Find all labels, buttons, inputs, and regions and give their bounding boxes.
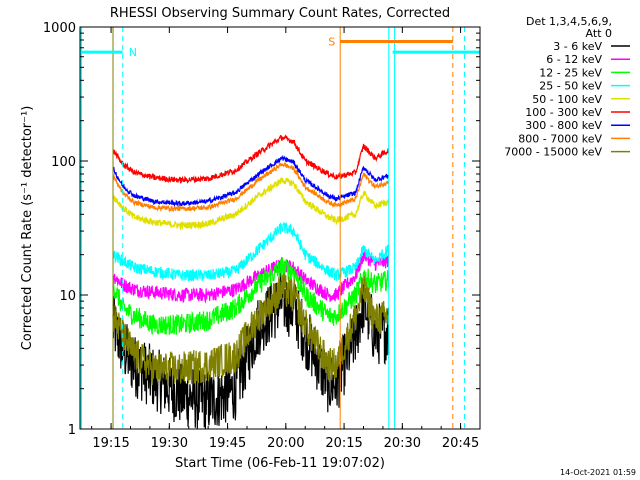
series-100-300-kev [112, 134, 390, 184]
series-line [112, 256, 390, 335]
series-line [112, 134, 390, 184]
y-tick-label: 1 [68, 423, 76, 438]
series-line [112, 273, 390, 386]
legend-entry-label: 100 - 300 keV [525, 106, 602, 119]
legend-header-line2: Att 0 [586, 27, 612, 40]
series-12-25-kev [112, 256, 390, 335]
x-tick-label: 20:15 [325, 436, 362, 451]
saa-label: S [328, 35, 335, 48]
legend-entry-label: 50 - 100 keV [532, 93, 602, 106]
y-tick-label: 100 [51, 155, 76, 170]
x-tick-label: 19:45 [209, 436, 246, 451]
x-tick-label: 20:30 [384, 436, 421, 451]
legend-entry-label: 7000 - 15000 keV [504, 146, 602, 159]
footer-timestamp: 14-Oct-2021 01:59 [560, 468, 636, 477]
series-line [112, 161, 390, 213]
x-tick-label: 19:30 [151, 436, 188, 451]
x-axis-label: Start Time (06-Feb-11 19:07:02) [175, 456, 385, 471]
y-tick-label: 10 [59, 289, 76, 304]
y-axis-label: Corrected Count Rate (s⁻¹ detector⁻¹) [20, 106, 35, 351]
legend-header-line1: Det 1,3,4,5,6,9, [526, 15, 612, 28]
series-6-12-kev [112, 249, 390, 304]
x-tick-label: 20:00 [267, 436, 304, 451]
legend-entry-label: 3 - 6 keV [553, 40, 602, 53]
series-300-800-kev [112, 154, 390, 208]
legend-entry-label: 300 - 800 keV [525, 119, 602, 132]
series-7000-15000-kev [112, 273, 390, 386]
x-axis: 19:15 19:30 19:45 20:00 20:15 20:30 20:45 [91, 27, 481, 451]
annotation-layer: NS [80, 27, 480, 429]
legend-entry-label: 800 - 7000 keV [518, 132, 602, 145]
series-800-7000-kev [112, 161, 390, 213]
legend-entry-label: 6 - 12 keV [546, 53, 602, 66]
series-line [112, 177, 390, 231]
legend-entry-label: 25 - 50 keV [539, 80, 602, 93]
y-axis: 1 10 100 1000 [43, 21, 480, 438]
y-tick-label: 1000 [43, 21, 76, 36]
series-layer [112, 134, 390, 430]
chart-title: RHESSI Observing Summary Count Rates, Co… [110, 6, 450, 21]
series-line [112, 154, 390, 208]
series-50-100-kev [112, 177, 390, 231]
legend-entry-label: 12 - 25 keV [539, 66, 602, 79]
night-label: N [129, 46, 137, 59]
x-tick-label: 19:15 [92, 436, 129, 451]
series-line [112, 221, 390, 282]
series-line [112, 249, 390, 304]
series-25-50-kev [112, 221, 390, 282]
plot-frame [79, 26, 481, 430]
x-tick-label: 20:45 [442, 436, 479, 451]
